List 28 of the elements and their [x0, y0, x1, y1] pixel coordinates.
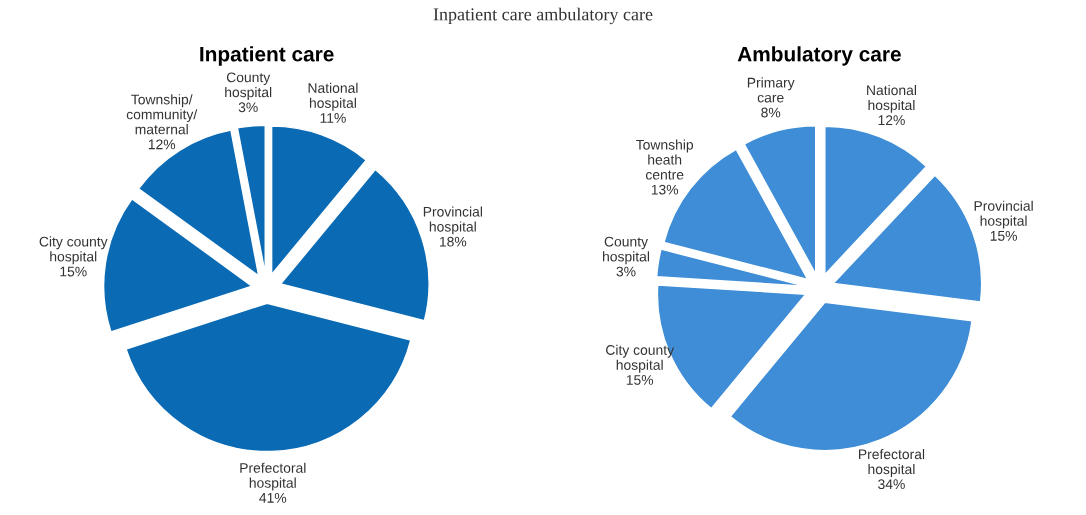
data-label: 15% [60, 266, 87, 277]
slice-label: Township/ community/ maternal [126, 94, 198, 135]
slice-label: City county hospital [39, 236, 108, 265]
text: Inpatient care ambulatory care [433, 7, 653, 25]
slice-label: Township heath centre [636, 139, 694, 180]
slice-label: Prefectoral hospital [240, 462, 306, 491]
data-label: 13% [651, 184, 679, 195]
slice-label: County hospital [225, 72, 272, 100]
slice-label: National hospital [867, 84, 916, 113]
data-label: 34% [878, 479, 905, 490]
slice-label: County hospital [603, 236, 650, 265]
data-label: 41% [259, 493, 287, 503]
data-label: 11% [320, 113, 346, 123]
data-label: 15% [626, 375, 654, 385]
data-label: 12% [148, 139, 176, 150]
data-label: 15% [990, 231, 1017, 241]
data-label: 3% [616, 266, 636, 277]
data-label: 8% [761, 107, 781, 118]
data-label: 18% [439, 236, 467, 247]
slice-label: National hospital [308, 82, 358, 111]
slice-label: Primary care [747, 77, 795, 103]
data-label: 3% [238, 102, 258, 113]
data-label: 12% [878, 115, 905, 125]
slice-label: Prefectoral hospital [859, 449, 925, 477]
slice-label: Provincial hospital [974, 200, 1033, 229]
slice-label: Provincial hospital [423, 206, 482, 235]
chart-title: Inpatient care [200, 46, 334, 66]
chart-title: Ambulatory care [737, 46, 901, 66]
